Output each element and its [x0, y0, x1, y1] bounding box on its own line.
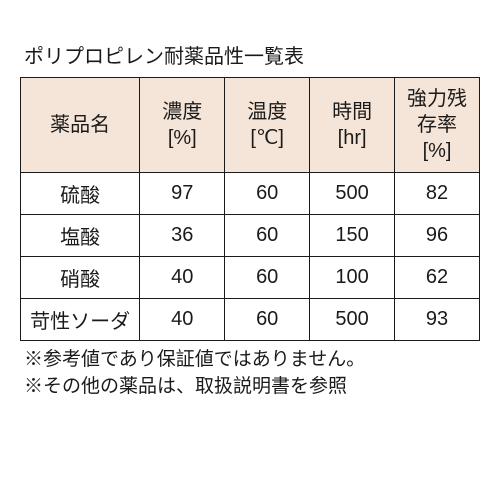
- cell-ratio: 82: [395, 173, 480, 215]
- cell-temp: 60: [225, 173, 310, 215]
- table-title: ポリプロピレン耐薬品性一覧表: [20, 40, 480, 69]
- footnote-line: ※参考値であり保証値ではありません。: [24, 347, 480, 374]
- col-unit: [%]: [423, 140, 452, 162]
- col-header-conc: 濃度 [%]: [140, 78, 225, 173]
- col-label: 温度: [247, 101, 287, 123]
- col-header-time: 時間 [hr]: [310, 78, 395, 173]
- col-unit: [%]: [168, 127, 197, 149]
- cell-name: 塩酸: [21, 215, 140, 257]
- table-row: 硝酸 40 60 100 62: [21, 257, 480, 299]
- cell-ratio: 62: [395, 257, 480, 299]
- footnote-line: ※その他の薬品は、取扱説明書を参照: [24, 374, 480, 401]
- cell-conc: 40: [140, 299, 225, 341]
- cell-conc: 97: [140, 173, 225, 215]
- table-row: 硫酸 97 60 500 82: [21, 173, 480, 215]
- cell-conc: 36: [140, 215, 225, 257]
- footnotes: ※参考値であり保証値ではありません。 ※その他の薬品は、取扱説明書を参照: [20, 347, 480, 400]
- cell-time: 150: [310, 215, 395, 257]
- col-header-ratio: 強力残存率 [%]: [395, 78, 480, 173]
- cell-temp: 60: [225, 215, 310, 257]
- header-row: 薬品名 濃度 [%] 温度 [℃] 時間 [hr] 強力残存率 [%]: [21, 78, 480, 173]
- table-row: 苛性ソーダ 40 60 500 93: [21, 299, 480, 341]
- cell-name: 硝酸: [21, 257, 140, 299]
- col-label: 時間: [332, 101, 372, 123]
- chemical-resistance-table: 薬品名 濃度 [%] 温度 [℃] 時間 [hr] 強力残存率 [%] 硫酸 9…: [20, 77, 480, 341]
- cell-temp: 60: [225, 299, 310, 341]
- cell-time: 500: [310, 173, 395, 215]
- col-label: 濃度: [162, 101, 202, 123]
- cell-time: 500: [310, 299, 395, 341]
- cell-ratio: 93: [395, 299, 480, 341]
- cell-name: 硫酸: [21, 173, 140, 215]
- col-label: 薬品名: [50, 114, 110, 136]
- col-label: 強力残存率: [407, 88, 467, 136]
- cell-temp: 60: [225, 257, 310, 299]
- col-unit: [hr]: [338, 127, 367, 149]
- col-unit: [℃]: [250, 127, 284, 149]
- col-header-temp: 温度 [℃]: [225, 78, 310, 173]
- col-header-name: 薬品名: [21, 78, 140, 173]
- cell-ratio: 96: [395, 215, 480, 257]
- table-row: 塩酸 36 60 150 96: [21, 215, 480, 257]
- cell-name: 苛性ソーダ: [21, 299, 140, 341]
- cell-time: 100: [310, 257, 395, 299]
- cell-conc: 40: [140, 257, 225, 299]
